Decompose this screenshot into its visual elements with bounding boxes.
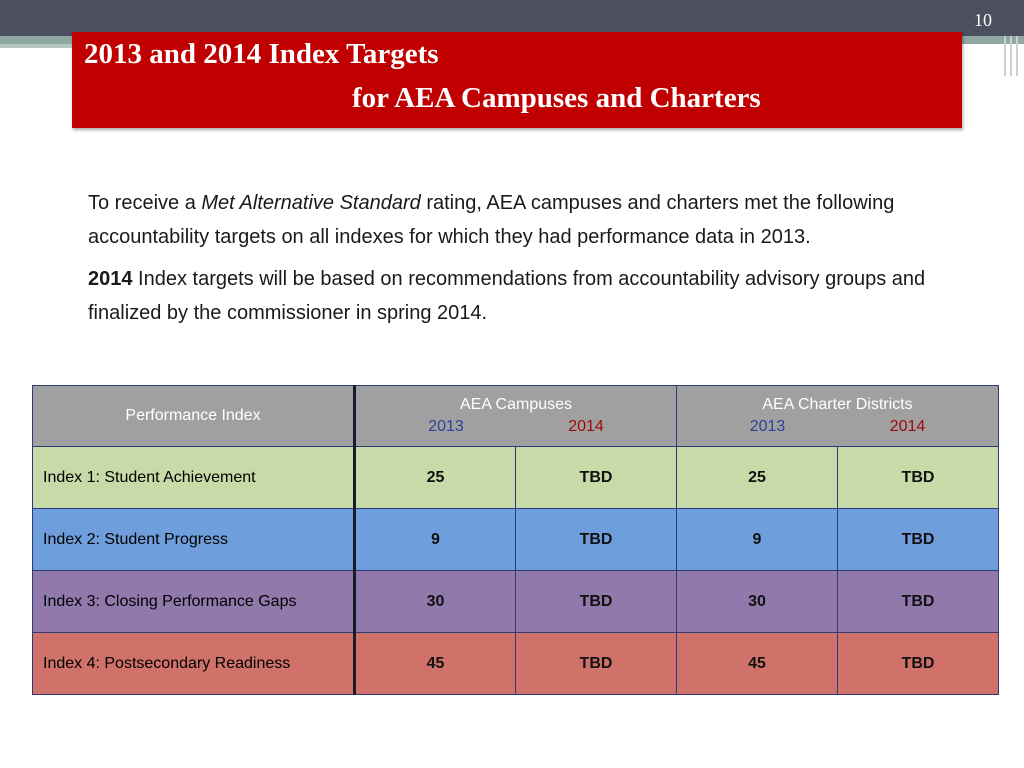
header-year-2014: 2014	[568, 418, 604, 435]
charter-2014-value: TBD	[837, 570, 999, 633]
title-line-1: 2013 and 2014 Index Targets	[84, 38, 439, 70]
p1-pre: To receive a	[88, 192, 202, 214]
p1-post: rating, AEA campuses and charters met th…	[88, 192, 895, 248]
header-group-1-years: 2013 2014	[356, 416, 676, 438]
charter-2014-value: TBD	[837, 508, 999, 571]
header-aea-campuses: AEA Campuses 2013 2014	[353, 385, 677, 447]
campus-2013-value: 25	[353, 446, 516, 509]
top-stripe-accent	[0, 44, 72, 48]
header-year-2013: 2013	[749, 418, 786, 435]
p2-rest: Index targets will be based on recommend…	[88, 268, 926, 324]
body-text: To receive a Met Alternative Standard ra…	[88, 186, 998, 338]
table-row: Index 3: Closing Performance Gaps 30 TBD…	[32, 570, 999, 633]
table-row: Index 2: Student Progress 9 TBD 9 TBD	[32, 508, 999, 571]
title-box: 2013 and 2014 Index Targets for AEA Camp…	[72, 32, 962, 128]
header-group-1-label: AEA Campuses	[459, 396, 573, 413]
title-line-2: for AEA Campuses and Charters	[352, 82, 761, 114]
header-performance-index: Performance Index	[32, 385, 355, 447]
p1-emphasis: Met Alternative Standard	[201, 192, 421, 214]
paragraph-2: 2014 Index targets will be based on reco…	[88, 262, 998, 330]
charter-2013-value: 45	[676, 632, 838, 695]
slide-number: 10	[974, 10, 992, 30]
campus-2014-value: TBD	[515, 570, 677, 633]
top-bar	[0, 0, 1024, 36]
paragraph-1: To receive a Met Alternative Standard ra…	[88, 186, 998, 254]
row-label: Index 3: Closing Performance Gaps	[32, 570, 355, 633]
charter-2013-value: 25	[676, 446, 838, 509]
row-label: Index 4: Postsecondary Readiness	[32, 632, 355, 695]
row-label: Index 1: Student Achievement	[32, 446, 355, 509]
charter-2013-value: 9	[676, 508, 838, 571]
header-year-2014: 2014	[889, 418, 926, 435]
header-group-2-years: 2013 2014	[677, 416, 998, 438]
charter-2014-value: TBD	[837, 632, 999, 695]
header-year-2013: 2013	[428, 418, 464, 435]
charter-2013-value: 30	[676, 570, 838, 633]
table-row: Index 1: Student Achievement 25 TBD 25 T…	[32, 446, 999, 509]
index-targets-table: Performance Index AEA Campuses 2013 2014 …	[32, 385, 999, 695]
decorative-lines	[1000, 36, 1024, 76]
campus-2014-value: TBD	[515, 508, 677, 571]
campus-2013-value: 45	[353, 632, 516, 695]
p2-bold: 2014	[88, 268, 133, 290]
table-row: Index 4: Postsecondary Readiness 45 TBD …	[32, 632, 999, 695]
campus-2013-value: 30	[353, 570, 516, 633]
campus-2014-value: TBD	[515, 446, 677, 509]
header-group-2-label: AEA Charter Districts	[762, 396, 913, 413]
row-label: Index 2: Student Progress	[32, 508, 355, 571]
table-header-row: Performance Index AEA Campuses 2013 2014 …	[32, 385, 999, 447]
campus-2013-value: 9	[353, 508, 516, 571]
header-aea-charter-districts: AEA Charter Districts 2013 2014	[676, 385, 999, 447]
campus-2014-value: TBD	[515, 632, 677, 695]
charter-2014-value: TBD	[837, 446, 999, 509]
